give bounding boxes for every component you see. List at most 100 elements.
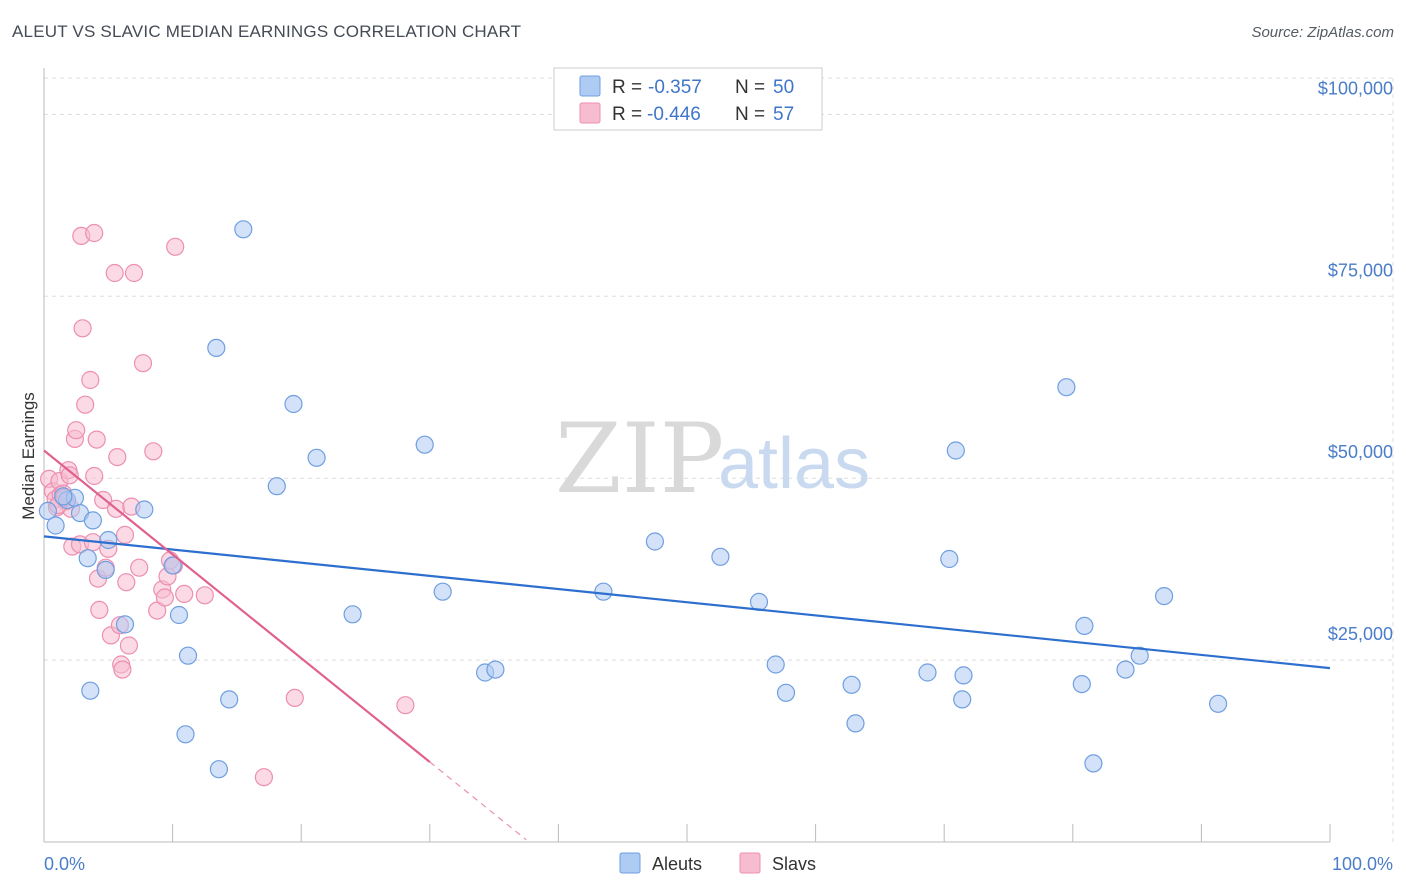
x-tick-label-max: 100.0% (1332, 854, 1393, 874)
slavs-point (90, 600, 109, 620)
bottom-legend-swatch-aleuts (619, 852, 641, 874)
aleuts-point (711, 547, 730, 566)
bottom-legend-label-slavs: Slavs (772, 854, 816, 874)
aleuts-point (1057, 378, 1076, 397)
aleuts-point (776, 683, 796, 702)
slavs-point (76, 395, 95, 414)
aleuts-point (415, 435, 434, 454)
legend-n-label-slavs: N = (735, 104, 765, 125)
aleuts-point (54, 487, 73, 506)
slavs-point (166, 237, 185, 256)
aleuts-point (178, 646, 198, 665)
axes (43, 68, 1331, 843)
legend-swatch-aleuts (579, 75, 601, 97)
aleuts-point (1072, 674, 1091, 694)
aleuts-point (234, 220, 253, 239)
slavs-point (85, 223, 104, 243)
legend-r-label-slavs: R = (612, 104, 642, 125)
aleuts-point (207, 338, 226, 357)
legend-n-value-aleuts: 50 (773, 77, 794, 98)
aleuts-point (940, 549, 959, 569)
aleuts-point (176, 725, 195, 744)
x-tick-label-min: 0.0% (44, 854, 85, 874)
y-tick-label: $100,000 (1318, 78, 1393, 98)
slavs-point (117, 573, 136, 592)
aleuts-point (209, 760, 228, 779)
aleuts-point (307, 448, 326, 467)
aleuts-point (1154, 586, 1174, 606)
aleuts-point (163, 556, 182, 575)
slavs-point (175, 584, 194, 604)
y-tick-label: $50,000 (1328, 442, 1393, 462)
aleuts-point (846, 714, 865, 733)
legend-n-label-aleuts: N = (735, 77, 765, 98)
slavs-point (85, 466, 104, 486)
watermark: ZIP atlas (555, 403, 870, 515)
aleuts-point (81, 681, 100, 700)
slavs-point (108, 448, 127, 467)
slavs-point (124, 263, 144, 283)
legend-r-value-slavs: -0.446 (647, 104, 701, 125)
slavs-point (113, 660, 132, 679)
aleuts-point (115, 615, 135, 634)
aleuts-point (918, 663, 937, 682)
aleuts-point (169, 605, 189, 625)
slavs-point (285, 688, 304, 708)
aleuts-point (38, 501, 58, 520)
aleuts-point (1084, 754, 1103, 773)
aleuts-point (1116, 660, 1135, 679)
y-tick-labels: $25,000 $50,000 $75,000 $100,000 (1318, 78, 1393, 644)
slavs-point (254, 768, 273, 787)
aleuts-point (99, 530, 118, 550)
aleuts-point (220, 690, 239, 709)
bottom-legend-swatch-slavs (739, 852, 761, 874)
aleuts-point (1075, 616, 1094, 636)
legend-swatch-slavs (579, 102, 601, 124)
aleuts-point (135, 500, 154, 519)
slavs-point (60, 466, 79, 485)
aleuts-point (1208, 694, 1228, 713)
aleuts-point (766, 655, 785, 674)
aleuts-point (284, 394, 303, 414)
aleuts-point (842, 675, 861, 694)
aleuts-trend-line (43, 535, 1331, 670)
legend-n-value-slavs: 57 (773, 104, 794, 125)
legend-r-value-aleuts: -0.357 (648, 77, 702, 98)
slavs-point (396, 696, 415, 715)
bottom-legend: Aleuts Slavs (619, 852, 816, 874)
slavs-point (133, 354, 153, 373)
legend-r-label-aleuts: R = (612, 77, 642, 98)
trend-lines (43, 449, 1331, 841)
aleuts-point (96, 560, 115, 580)
slavs-trend-line (43, 449, 431, 763)
aleuts-point (486, 660, 505, 679)
x-tick-labels: 0.0% 100.0% (44, 854, 1393, 874)
aleuts-point (1130, 646, 1149, 665)
slavs-point (81, 370, 100, 390)
chart-title: ALEUT VS SLAVIC MEDIAN EARNINGS CORRELAT… (12, 22, 522, 41)
slavs-point (195, 586, 214, 605)
slavs-point (155, 588, 174, 607)
aleuts-points (38, 220, 1228, 779)
aleuts-point (645, 532, 665, 551)
slavs-point (105, 263, 124, 283)
slavs-point (87, 430, 106, 449)
aleuts-point (954, 666, 973, 685)
aleuts-point (946, 441, 965, 460)
y-axis-title: Median Earnings (19, 392, 38, 520)
watermark-atlas: atlas (718, 424, 870, 504)
slavs-point (119, 636, 138, 655)
aleuts-point (46, 516, 65, 535)
chart-source: Source: ZipAtlas.com (1251, 24, 1394, 41)
slavs-trend-line-extension (429, 761, 527, 841)
slavs-point (73, 319, 92, 338)
aleuts-point (343, 605, 362, 624)
y-tick-label: $25,000 (1328, 624, 1393, 644)
slavs-point (144, 442, 163, 461)
aleuts-point (267, 477, 286, 496)
aleuts-point (749, 592, 769, 612)
bottom-legend-label-aleuts: Aleuts (652, 854, 702, 874)
aleuts-point (78, 549, 97, 568)
aleuts-point (83, 511, 103, 530)
